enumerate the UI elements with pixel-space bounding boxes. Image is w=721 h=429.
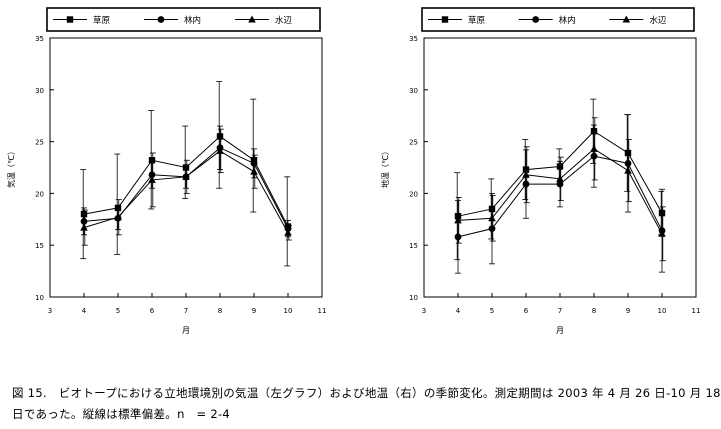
series-circle	[454, 114, 666, 274]
x-axis-label: 月	[556, 326, 564, 335]
caption-line-1: 図 15. ビオトープにおける立地環境別の気温（左グラフ）および地温（右）の季節…	[12, 386, 721, 400]
figure-caption: 図 15. ビオトープにおける立地環境別の気温（左グラフ）および地温（右）の季節…	[12, 383, 721, 425]
data-point	[148, 171, 156, 179]
legend-marker	[622, 15, 631, 23]
x-tick-label: 6	[150, 307, 155, 315]
x-tick-label: 8	[218, 307, 222, 315]
chart-soil-temperature: 10 15 20 25 30 35 3 4 5 6 7 8 9 10 11 月 地温（℃） 草原 林内 水辺	[380, 7, 701, 335]
x-tick-label: 11	[692, 307, 701, 315]
y-tick-label: 25	[409, 139, 418, 147]
y-axis-label: 気温（℃）	[6, 147, 16, 188]
x-tick-label: 4	[82, 307, 87, 315]
x-tick-label: 7	[558, 307, 562, 315]
data-point	[556, 180, 564, 188]
legend: 草原 林内 水辺	[421, 7, 695, 32]
legend-box	[46, 7, 321, 32]
x-tick-label: 9	[626, 307, 630, 315]
legend-label: 林内	[184, 15, 201, 26]
y-tick-label: 10	[409, 294, 418, 302]
data-point	[80, 217, 88, 225]
y-tick-label: 35	[35, 35, 44, 43]
x-tick-label: 8	[592, 307, 596, 315]
legend-label: 水辺	[275, 15, 293, 26]
legend-label: 草原	[468, 15, 485, 26]
y-tick-label: 20	[409, 190, 418, 198]
data-point	[250, 167, 258, 175]
x-tick-label: 5	[116, 307, 120, 315]
legend-marker	[66, 16, 74, 23]
data-point	[80, 223, 88, 231]
data-point	[624, 166, 632, 174]
data-point	[250, 159, 258, 167]
x-tick-label: 6	[524, 307, 529, 315]
legend-label: 林内	[559, 15, 576, 26]
chart-air-temperature: 10 15 20 25 30 35 3 4 5 6 7 8 9 10 11 月 気温（℃） 草原 林内 水辺	[6, 7, 327, 335]
x-tick-label: 10	[658, 307, 667, 315]
data-point	[488, 225, 496, 233]
data-point	[284, 228, 292, 236]
x-tick-label: 10	[284, 307, 293, 315]
data-point	[182, 172, 190, 180]
y-tick-label: 15	[35, 242, 44, 250]
legend-marker	[532, 16, 540, 23]
data-point	[556, 174, 564, 182]
data-point	[148, 175, 156, 183]
data-point	[114, 213, 122, 221]
data-point	[488, 214, 496, 222]
x-tick-label: 3	[422, 307, 426, 315]
y-axis-label: 地温（℃）	[380, 147, 390, 188]
y-tick-label: 30	[35, 87, 44, 95]
series-line	[83, 150, 289, 234]
legend-marker	[248, 15, 256, 23]
data-point	[658, 229, 666, 237]
x-tick-label: 9	[252, 307, 256, 315]
caption-line-2: 日であった。縦線は標準偏差。n = 2-4	[12, 407, 231, 421]
legend: 草原 林内 水辺	[46, 7, 321, 32]
x-tick-label: 5	[490, 307, 494, 315]
series-triangle	[454, 117, 666, 262]
x-tick-label: 11	[318, 307, 327, 315]
x-tick-label: 3	[48, 307, 52, 315]
y-tick-label: 20	[35, 190, 44, 198]
legend-label: 草原	[93, 15, 110, 26]
data-point	[216, 146, 224, 154]
series-triangle	[80, 128, 292, 246]
data-point	[522, 180, 530, 188]
data-point	[590, 144, 598, 152]
data-point	[624, 159, 632, 167]
x-tick-label: 7	[184, 307, 188, 315]
y-tick-label: 35	[409, 35, 418, 43]
data-point	[454, 216, 462, 224]
legend-marker	[441, 16, 449, 23]
x-tick-label: 4	[456, 307, 461, 315]
y-tick-label: 25	[35, 139, 44, 147]
y-tick-label: 10	[35, 294, 44, 302]
data-point	[454, 233, 462, 241]
data-point	[522, 170, 530, 178]
legend-marker	[157, 16, 165, 23]
legend-box	[421, 7, 695, 32]
data-point	[148, 157, 156, 164]
x-axis-label: 月	[182, 326, 190, 335]
legend-label: 水辺	[649, 15, 667, 26]
y-tick-label: 30	[409, 87, 418, 95]
y-tick-label: 15	[409, 242, 418, 250]
data-point	[590, 152, 598, 160]
